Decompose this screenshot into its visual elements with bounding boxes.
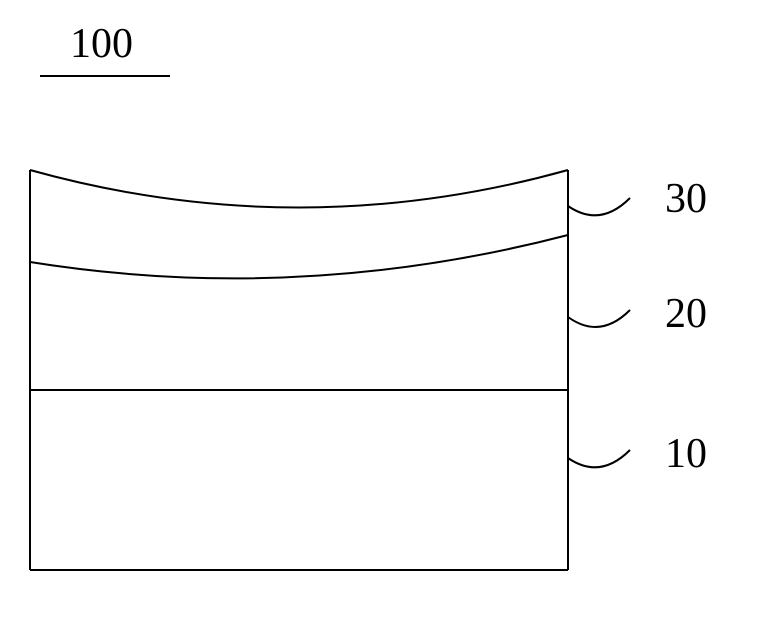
callout-label-20: 20 xyxy=(665,290,707,338)
layer-30-20-boundary xyxy=(30,235,568,278)
callout-30-leader xyxy=(568,198,630,215)
layer-30-top-curve xyxy=(30,170,568,208)
callout-20-leader xyxy=(568,310,630,327)
cross-section-diagram xyxy=(0,0,768,627)
callout-label-30: 30 xyxy=(665,175,707,223)
callout-10-leader xyxy=(568,450,630,467)
callout-label-10: 10 xyxy=(665,430,707,478)
